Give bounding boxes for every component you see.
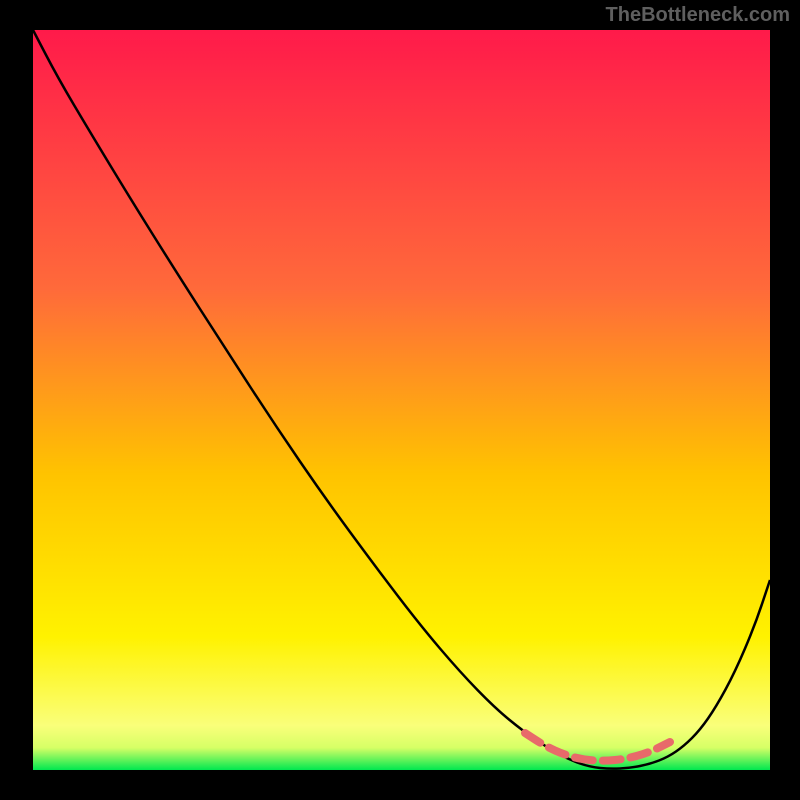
bottleneck-curve (33, 30, 770, 769)
watermark-text: TheBottleneck.com (606, 4, 790, 27)
chart-container: TheBottleneck.com (0, 0, 800, 800)
valley-marker (525, 733, 670, 761)
curve-overlay (0, 0, 800, 800)
